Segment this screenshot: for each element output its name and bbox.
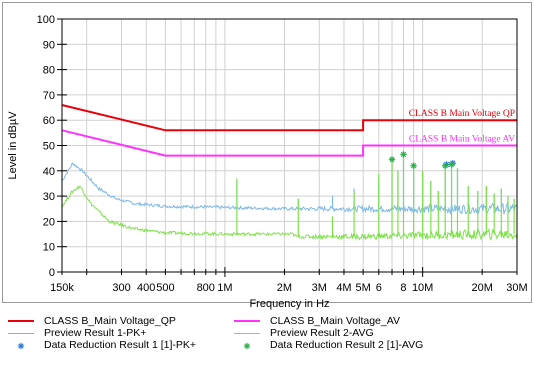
- x-tick-label: 5M: [355, 282, 370, 294]
- y-tick-label: 70: [43, 90, 55, 102]
- y-tick-label: 10: [43, 242, 55, 254]
- limit-line: [61, 129, 517, 157]
- series-line: [61, 162, 518, 216]
- x-tick-label: 2M: [277, 282, 292, 294]
- plot-border: [61, 18, 518, 273]
- limit-labels-layer: CLASS B Main Voltage QP CLASS B Main Volt…: [409, 109, 515, 144]
- x-tick-label: 20M: [471, 282, 492, 294]
- y-axis-title: Level in dBµV: [7, 111, 19, 180]
- y-tick-label: 60: [43, 115, 55, 127]
- x-tick-label: 500: [156, 282, 174, 294]
- y-tick-label: 100: [37, 14, 55, 26]
- series-layer: [61, 153, 518, 241]
- series-line: [61, 185, 518, 241]
- data-reduction-marker: [410, 162, 417, 169]
- x-tick-label: 10M: [412, 282, 433, 294]
- x-tick-label: 150k: [50, 282, 74, 294]
- limit-line-label: CLASS B Main Voltage QP: [409, 109, 515, 119]
- y-tick-label: 90: [43, 39, 55, 51]
- y-tick-label: 40: [43, 166, 55, 178]
- y-tick-label: 50: [43, 141, 55, 153]
- data-reduction-marker: [400, 151, 407, 158]
- y-tick-label: 20: [43, 216, 55, 228]
- x-tick-label: 1M: [217, 282, 232, 294]
- x-tick-label: 800: [197, 282, 215, 294]
- x-tick-label: 30M: [506, 282, 527, 294]
- data-reduction-marker: [441, 162, 449, 169]
- limit-line-label: CLASS B Main Voltage AV: [409, 135, 515, 145]
- x-axis-title: Frequency in Hz: [249, 298, 329, 310]
- markers-layer: [388, 151, 456, 169]
- limit-lines-layer: [61, 104, 517, 157]
- y-tick-label: 0: [49, 267, 55, 279]
- data-reduction-marker: [388, 156, 396, 163]
- data-reduction-marker: [448, 161, 455, 168]
- x-tick-label: 400: [137, 282, 155, 294]
- limit-line: [61, 104, 517, 132]
- y-tick-label: 30: [43, 191, 55, 203]
- x-tick-label: 4M: [336, 282, 351, 294]
- x-axis-ticks: 150k 300 400 500 800 1M 2M 3M 4M 5M 6 8 10M 20M 30M: [50, 267, 528, 294]
- y-tick-label: 80: [43, 65, 55, 77]
- chart-frame: [2, 2, 532, 303]
- x-tick-label: 3M: [312, 282, 327, 294]
- x-tick-label: 8: [400, 282, 406, 294]
- x-tick-label: 6: [376, 282, 382, 294]
- x-tick-label: 300: [112, 282, 130, 294]
